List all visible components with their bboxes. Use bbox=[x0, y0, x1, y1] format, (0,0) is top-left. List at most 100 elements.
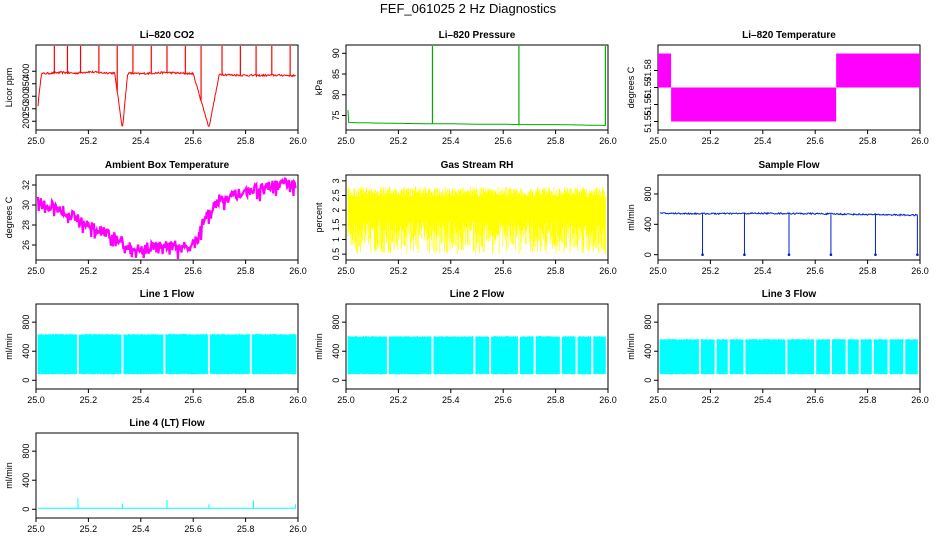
plot-frame bbox=[345, 44, 609, 131]
data-gap bbox=[473, 305, 476, 388]
x-tick-label: 25.8 bbox=[547, 136, 565, 146]
plot-frame bbox=[657, 303, 921, 390]
y-tick-label: 400 bbox=[21, 64, 31, 79]
data-gap bbox=[743, 305, 746, 388]
data-gap bbox=[575, 305, 578, 388]
y-tick-label: 250 bbox=[21, 101, 31, 116]
data-gap bbox=[785, 305, 788, 388]
y-tick-label: 51.58 bbox=[643, 59, 653, 82]
x-tick-label: 25.8 bbox=[237, 524, 255, 534]
y-tick-label: 1 bbox=[331, 237, 341, 242]
x-tick-label: 25.6 bbox=[184, 524, 202, 534]
data-series bbox=[836, 53, 920, 88]
y-tick-label: 32 bbox=[21, 180, 31, 190]
x-tick-label: 26.0 bbox=[599, 136, 617, 146]
x-tick-label: 25.0 bbox=[27, 136, 45, 146]
chart-panel-8: Line 2 Flow ml/min 25.0 25.2 25.4 25.6 25.8 26.… bbox=[314, 289, 617, 405]
y-tick-label: 0 bbox=[643, 252, 653, 257]
x-tick-label: 25.4 bbox=[132, 395, 150, 405]
x-tick-label: 25.0 bbox=[649, 395, 667, 405]
x-tick-label: 25.8 bbox=[237, 136, 255, 146]
data-series bbox=[37, 333, 297, 375]
x-tick-label: 25.8 bbox=[547, 395, 565, 405]
data-gap bbox=[727, 305, 730, 388]
plot-frame bbox=[345, 303, 609, 390]
x-tick-label: 25.0 bbox=[27, 524, 45, 534]
data-gap bbox=[431, 305, 434, 388]
x-tick-label: 25.6 bbox=[184, 266, 202, 276]
chart-panel-5: Gas Stream RH percent 25.0 25.2 25.4 25.6 25.8… bbox=[314, 160, 617, 276]
data-gap bbox=[207, 305, 210, 388]
x-tick-label: 25.4 bbox=[754, 266, 772, 276]
x-tick-label: 25.2 bbox=[80, 266, 98, 276]
data-gap bbox=[887, 305, 890, 388]
chart-title: Li–820 Pressure bbox=[439, 30, 516, 41]
x-tick-label: 26.0 bbox=[289, 136, 307, 146]
x-tick-label: 25.0 bbox=[27, 395, 45, 405]
y-tick-label: 0.5 bbox=[331, 248, 341, 261]
x-tick-label: 25.6 bbox=[806, 395, 824, 405]
plot-frame bbox=[35, 174, 299, 261]
data-gap bbox=[76, 305, 79, 388]
y-tick-label: 30 bbox=[21, 200, 31, 210]
x-tick-label: 25.0 bbox=[337, 266, 355, 276]
x-tick-label: 25.2 bbox=[702, 266, 720, 276]
data-gap bbox=[698, 305, 701, 388]
data-dip-point bbox=[787, 253, 791, 256]
x-tick-label: 25.4 bbox=[754, 136, 772, 146]
data-dip-point bbox=[829, 253, 833, 256]
y-tick-label: 400 bbox=[21, 473, 31, 488]
y-tick-label: 300 bbox=[21, 89, 31, 104]
y-axis-label: degrees C bbox=[626, 66, 636, 108]
x-tick-label: 25.8 bbox=[237, 266, 255, 276]
data-gap bbox=[845, 305, 848, 388]
x-tick-label: 25.8 bbox=[547, 266, 565, 276]
x-tick-label: 25.2 bbox=[390, 395, 408, 405]
data-gap bbox=[386, 305, 389, 388]
x-tick-label: 26.0 bbox=[599, 266, 617, 276]
chart-title: Line 4 (LT) Flow bbox=[129, 418, 205, 429]
data-gap bbox=[517, 305, 520, 388]
y-tick-label: 400 bbox=[331, 344, 341, 359]
data-series bbox=[659, 338, 918, 375]
x-tick-label: 25.2 bbox=[80, 136, 98, 146]
page-title: FEF_061025 2 Hz Diagnostics bbox=[379, 1, 557, 16]
data-gap bbox=[714, 305, 717, 388]
x-tick-label: 25.4 bbox=[442, 266, 460, 276]
plot-frame bbox=[657, 174, 921, 261]
x-tick-label: 25.4 bbox=[132, 266, 150, 276]
chart-title: Line 2 Flow bbox=[450, 289, 505, 300]
data-series bbox=[347, 186, 606, 255]
x-tick-label: 25.2 bbox=[390, 266, 408, 276]
x-tick-label: 25.8 bbox=[859, 395, 877, 405]
data-gap bbox=[163, 305, 166, 388]
chart-panel-6: Sample Flow ml/min 25.0 25.2 25.4 25.6 25.8 26.… bbox=[626, 160, 929, 276]
chart-title: Ambient Box Temperature bbox=[105, 160, 230, 171]
data-dip-point bbox=[743, 253, 746, 256]
data-gap bbox=[533, 305, 536, 388]
y-tick-label: 800 bbox=[643, 315, 653, 330]
y-tick-label: 90 bbox=[331, 48, 341, 58]
chart-panel-4: Ambient Box Temperature degrees C 25.0 25.2… bbox=[4, 160, 307, 276]
data-gap bbox=[829, 305, 832, 388]
y-axis-label: degrees C bbox=[4, 196, 14, 238]
y-tick-label: 0 bbox=[643, 378, 653, 383]
plot-frame bbox=[35, 44, 299, 131]
data-series bbox=[347, 336, 606, 375]
x-tick-label: 25.8 bbox=[859, 266, 877, 276]
x-tick-label: 25.6 bbox=[806, 266, 824, 276]
chart-title: Li–820 Temperature bbox=[742, 30, 836, 41]
data-gap bbox=[591, 305, 594, 388]
y-axis-label: ml/min bbox=[626, 333, 636, 360]
x-tick-label: 25.8 bbox=[859, 136, 877, 146]
chart-panel-10: Line 4 (LT) Flow ml/min 25.0 25.2 25.4 25.6 25… bbox=[4, 418, 307, 534]
data-series bbox=[37, 70, 296, 128]
x-tick-label: 25.2 bbox=[390, 136, 408, 146]
y-tick-label: 28 bbox=[21, 220, 31, 230]
y-tick-label: 85 bbox=[331, 69, 341, 79]
x-tick-label: 25.6 bbox=[494, 136, 512, 146]
y-tick-label: 80 bbox=[331, 90, 341, 100]
chart-title: Line 1 Flow bbox=[140, 289, 195, 300]
plot-frame bbox=[345, 174, 609, 261]
y-tick-label: 2 bbox=[331, 208, 341, 213]
